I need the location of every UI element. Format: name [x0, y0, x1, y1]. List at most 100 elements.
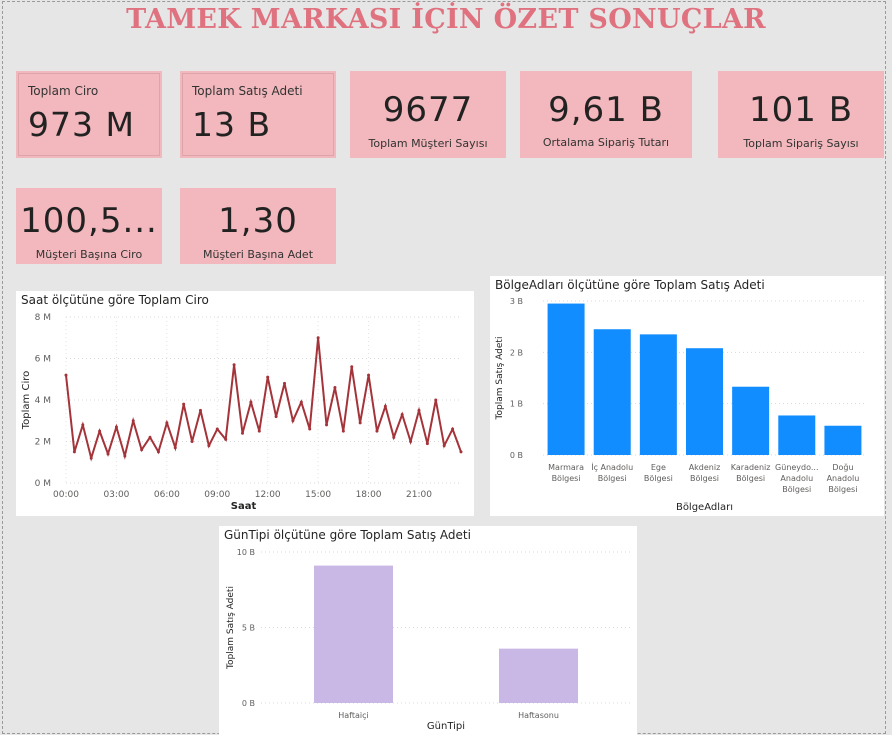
bar: [499, 648, 578, 703]
card-value: 9,61 B: [548, 90, 664, 130]
card-label: Toplam Ciro: [28, 84, 99, 98]
bar: [686, 348, 723, 455]
daytype-bar-chart: 0 B 5 B 10 B Haftaiçi Haftasonu GünTipi Toplam…: [226, 548, 631, 732]
card-ortalama-siparis-tutari[interactable]: 9,61 B Ortalama Sipariş Tutarı: [520, 71, 692, 158]
y-tick-label: 2 M: [35, 438, 51, 448]
data-point: [333, 386, 337, 390]
card-toplam-satis-adeti[interactable]: Toplam Satış Adeti 13 B: [180, 71, 336, 158]
y-tick-label: 4 M: [35, 396, 51, 406]
data-point: [325, 423, 329, 427]
data-point: [148, 435, 152, 439]
line-chart-panel[interactable]: Saat ölçütüne göre Toplam Ciro 0 M 2 M 4 M…: [16, 291, 474, 516]
y-tick-label: 0 B: [510, 451, 523, 460]
data-point: [266, 375, 270, 379]
data-point: [249, 400, 253, 404]
chart-title: Saat ölçütüne göre Toplam Ciro: [21, 293, 209, 307]
bar: [639, 334, 677, 455]
data-point: [341, 429, 345, 433]
data-point: [451, 427, 455, 431]
x-tick-label: İç Anadolu: [591, 462, 633, 472]
card-label: Müşteri Başına Adet: [202, 248, 314, 261]
chart-title: GünTipi ölçütüne göre Toplam Satış Adeti: [224, 528, 471, 542]
data-point: [198, 408, 202, 412]
data-point: [131, 419, 135, 423]
page-title: TAMEK MARKASI İÇİN ÖZET SONUÇLAR: [126, 4, 766, 35]
data-point: [173, 446, 177, 450]
x-tick-label: Bölgesi: [782, 485, 811, 494]
x-tick-label: Haftasonu: [518, 711, 559, 720]
data-point: [459, 450, 463, 454]
x-tick-label: 03:00: [103, 490, 129, 500]
data-point: [182, 402, 186, 406]
card-toplam-musteri-sayisi[interactable]: 9677 Toplam Müşteri Sayısı: [350, 71, 506, 158]
x-tick-label: Marmara: [548, 463, 584, 472]
y-tick-label: 8 M: [35, 313, 51, 323]
card-toplam-siparis-sayisi[interactable]: 101 B Toplam Sipariş Sayısı: [718, 71, 884, 158]
daytype-bar-chart-panel[interactable]: GünTipi ölçütüne göre Toplam Satış Adeti…: [219, 526, 637, 735]
data-point: [232, 363, 236, 367]
x-tick-label: Bölgesi: [644, 474, 673, 483]
y-tick-label: 5 B: [242, 624, 255, 633]
data-point: [123, 454, 127, 458]
data-point: [156, 450, 160, 454]
card-toplam-ciro[interactable]: Toplam Ciro 973 M: [16, 71, 162, 158]
x-tick-label: 06:00: [154, 490, 180, 500]
data-point: [308, 427, 312, 431]
data-point: [274, 415, 278, 419]
data-point: [81, 423, 85, 427]
card-value: 1,30: [218, 201, 298, 241]
bar: [824, 425, 862, 455]
y-axis-title: Toplam Satış Adeti: [495, 337, 505, 421]
data-point: [291, 419, 295, 423]
data-point: [434, 398, 438, 402]
bar: [732, 386, 770, 455]
card-value: 100,5...: [20, 201, 158, 241]
x-tick-label: 21:00: [406, 490, 432, 500]
data-point: [358, 421, 362, 425]
region-bar-chart: 0 B 1 B 2 B 3 B Marmara Bölgesi İç Anadolu Bölg…: [495, 297, 866, 513]
y-axis-title: Toplam Satış Adeti: [226, 586, 236, 670]
x-tick-label: 12:00: [255, 490, 281, 500]
x-tick-label: Bölgesi: [552, 474, 581, 483]
x-tick-label: Anadolu: [780, 474, 813, 483]
x-tick-label: Bölgesi: [690, 474, 719, 483]
x-tick-label: Haftaiçi: [338, 711, 368, 720]
y-tick-label: 0 M: [35, 479, 51, 489]
data-point: [425, 442, 429, 446]
y-tick-label: 0 B: [242, 699, 255, 708]
data-point: [89, 456, 93, 460]
y-tick-label: 6 M: [35, 355, 51, 365]
x-tick-label: Anadolu: [827, 474, 860, 483]
data-point: [207, 444, 211, 448]
card-musteri-basina-adet[interactable]: 1,30 Müşteri Başına Adet: [180, 188, 336, 264]
data-point: [106, 452, 110, 456]
y-tick-label: 1 B: [510, 400, 523, 409]
y-tick-label: 2 B: [510, 348, 523, 357]
card-musteri-basina-ciro[interactable]: 100,5... Müşteri Başına Ciro: [16, 188, 162, 264]
x-tick-label: Güneydo...: [775, 463, 818, 472]
x-tick-label: Akdeniz: [689, 463, 721, 472]
card-label: Toplam Sipariş Sayısı: [743, 137, 859, 150]
x-tick-label: Doğu: [832, 463, 853, 472]
data-point: [350, 365, 354, 369]
line-chart: 0 M 2 M 4 M 6 M 8 M 00:00 03:00 06:00 09:00 12:00…: [21, 313, 463, 512]
card-label: Müşteri Başına Ciro: [35, 248, 143, 261]
card-focus-border: [18, 73, 160, 156]
x-tick-label: 15:00: [305, 490, 331, 500]
data-point: [442, 444, 446, 448]
data-point: [190, 440, 194, 443]
x-tick-label: 09:00: [204, 490, 230, 500]
data-point: [299, 400, 303, 404]
data-point: [257, 429, 261, 433]
card-value: 973 M: [28, 105, 135, 144]
chart-title: BölgeAdları ölçütüne göre Toplam Satış A…: [495, 278, 765, 292]
data-point: [224, 437, 228, 441]
x-axis-title: Saat: [231, 501, 257, 512]
region-bar-chart-panel[interactable]: BölgeAdları ölçütüne göre Toplam Satış A…: [490, 276, 884, 516]
bar: [778, 415, 816, 455]
bar: [593, 329, 631, 455]
data-point: [400, 413, 404, 417]
data-point: [409, 440, 413, 443]
card-value: 9677: [382, 90, 474, 130]
data-point: [240, 431, 244, 435]
